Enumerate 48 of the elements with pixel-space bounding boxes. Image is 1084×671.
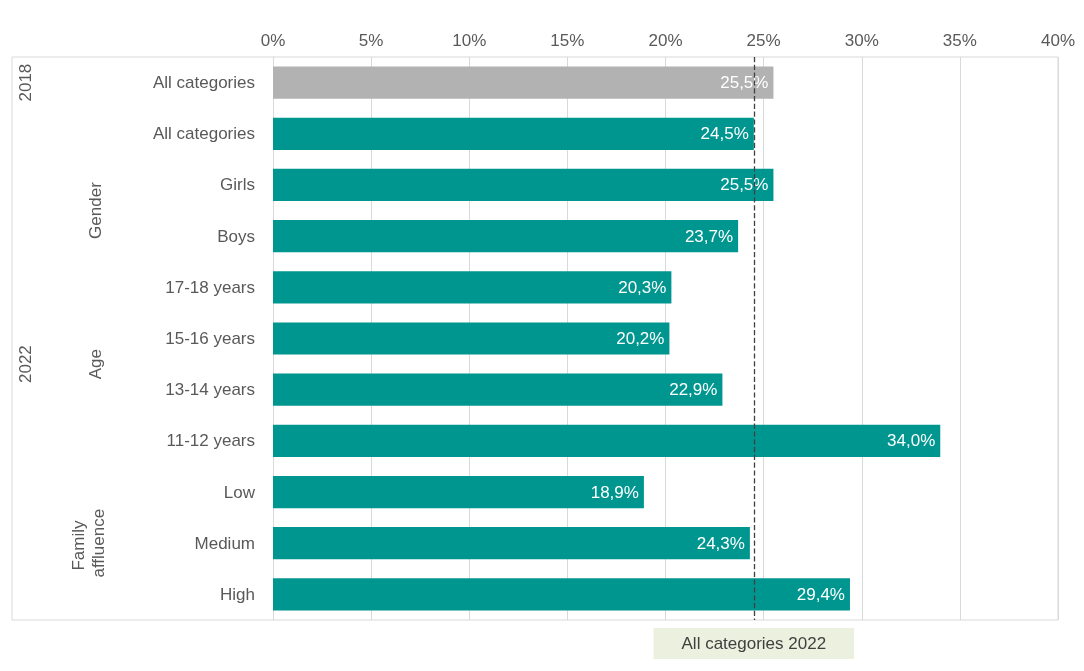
data-label: 34,0% <box>887 431 936 451</box>
y-tick-label: Boys <box>217 226 255 246</box>
y-tick-label: All categories <box>152 73 255 93</box>
x-tick-label: 35% <box>942 31 977 50</box>
bar <box>273 424 941 457</box>
data-label: 20,2% <box>616 329 665 348</box>
y-tick-label: Girls <box>220 175 255 195</box>
x-tick-label: 25% <box>746 31 781 50</box>
text: 2018 <box>15 63 35 102</box>
bar <box>273 271 672 304</box>
y-tick-label: 15-16 years <box>165 329 255 348</box>
data-label: 25,5% <box>720 175 769 195</box>
ref-line-label: All categories 2022 <box>681 634 827 653</box>
data-label: 24,3% <box>696 533 745 553</box>
text: Family affluence <box>68 508 108 578</box>
data-label: 25,5% <box>720 73 769 93</box>
bar <box>273 322 670 355</box>
data-label: 20,3% <box>618 277 667 297</box>
y-tick-label: All categories <box>152 124 255 144</box>
bar <box>273 220 739 253</box>
text: 2022 <box>15 345 35 383</box>
x-tick-label: 5% <box>358 31 384 50</box>
x-tick-label: 20% <box>648 31 683 50</box>
x-tick-label: 40% <box>1040 31 1076 50</box>
bar <box>273 117 754 150</box>
data-label: 29,4% <box>796 584 845 604</box>
x-tick-label: 15% <box>550 31 585 50</box>
data-label: 22,9% <box>669 380 718 400</box>
text: Gender <box>85 181 105 239</box>
y-tick-label: 11-12 years <box>166 431 255 451</box>
y-tick-label: 17-18 years <box>165 277 255 297</box>
bar <box>273 373 723 406</box>
x-tick-label: 10% <box>452 31 487 50</box>
bar <box>273 168 774 202</box>
y-tick-label: Medium <box>194 533 255 553</box>
bar <box>273 527 750 560</box>
y-tick-label: 13-14 years <box>165 380 255 400</box>
bar <box>273 475 644 509</box>
data-label: 24,5% <box>700 124 749 144</box>
text: Age <box>85 348 105 380</box>
data-label: 23,7% <box>684 226 734 246</box>
data-label: 18,9% <box>590 482 639 502</box>
x-tick-label: 30% <box>844 31 879 50</box>
x-tick-label: 0% <box>260 31 286 50</box>
bar <box>273 66 774 99</box>
y-tick-label: Low <box>223 482 256 502</box>
y-tick-label: High <box>220 584 255 604</box>
bar <box>273 578 850 611</box>
